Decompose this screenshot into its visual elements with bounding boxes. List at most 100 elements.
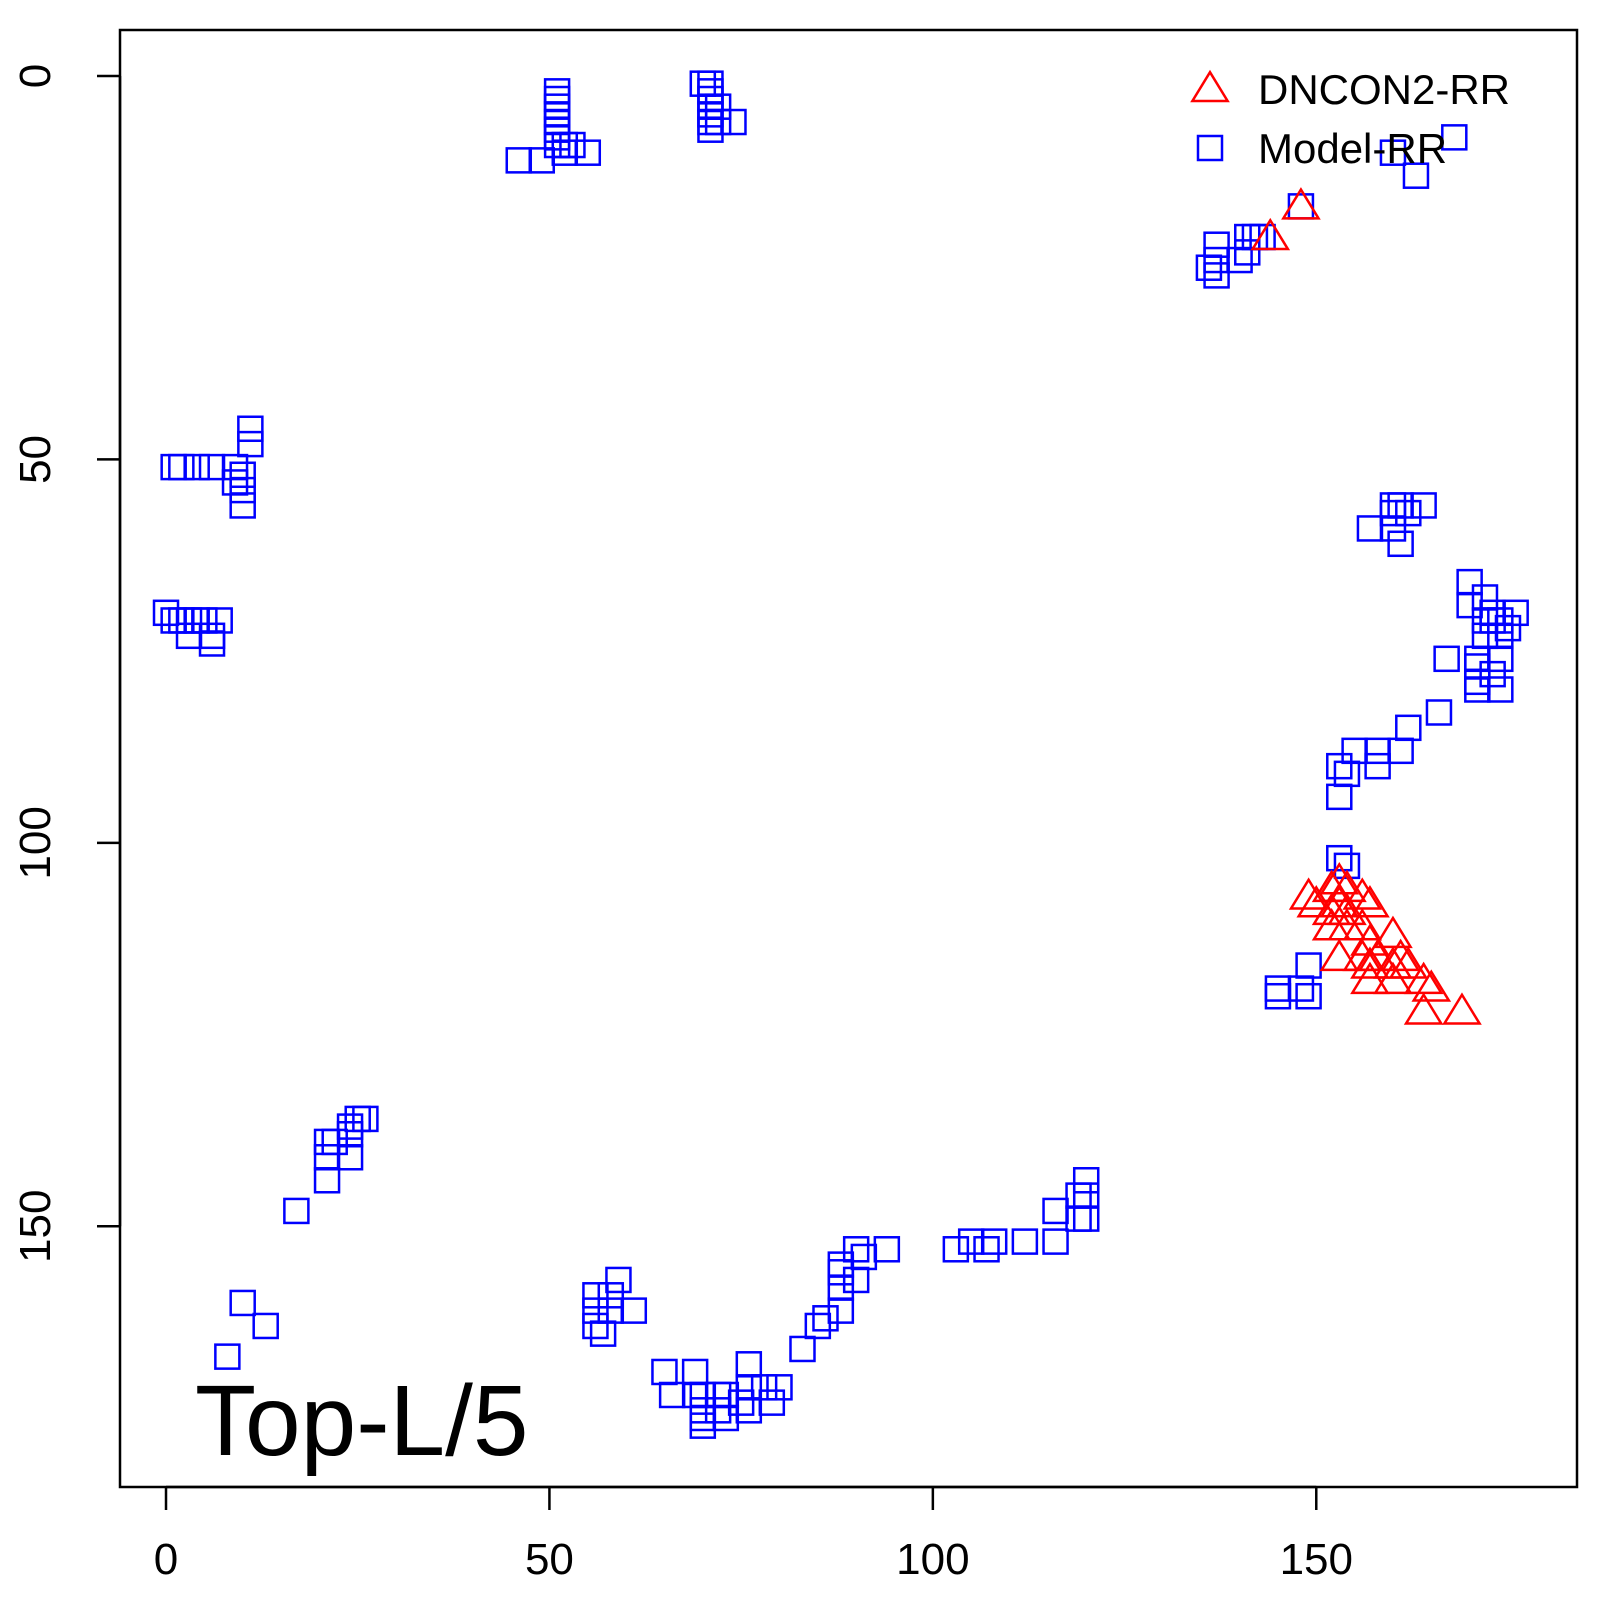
model-rr-point (681, 1381, 709, 1409)
top-l5-annotation: Top-L/5 (195, 1365, 529, 1477)
dncon2-rr-point (1319, 938, 1360, 972)
model-rr-point (1326, 783, 1353, 811)
model-rr-point (543, 108, 571, 136)
model-rr-point (689, 1397, 717, 1424)
y-tick-label: 50 (11, 435, 60, 484)
dncon2-rr-point (1319, 861, 1360, 895)
model-rr-point (1494, 614, 1522, 642)
series-dncon2-rr (1250, 187, 1482, 1025)
model-rr-point (543, 124, 571, 151)
model-rr-point (697, 93, 724, 120)
model-rr-point (229, 492, 256, 519)
model-rr-point (237, 430, 264, 458)
model-rr-point (620, 1297, 648, 1324)
model-rr-point (1264, 982, 1292, 1010)
model-rr-point (827, 1297, 855, 1324)
model-rr-point (697, 78, 724, 105)
model-rr-point (812, 1305, 839, 1332)
model-rr-point (1356, 515, 1384, 542)
model-rr-point (697, 108, 724, 136)
model-rr-point (582, 1312, 609, 1340)
model-rr-point (229, 476, 256, 504)
model-rr-point (942, 1236, 970, 1263)
model-rr-point (704, 108, 732, 136)
y-tick-label: 0 (11, 64, 60, 88)
model-rr-point (1295, 952, 1322, 979)
model-rr-point (689, 1404, 717, 1432)
model-rr-point (214, 1343, 241, 1370)
dncon2-rr-point (1350, 946, 1390, 979)
x-tick-label: 150 (1280, 1535, 1353, 1584)
model-rr-point (873, 1236, 901, 1263)
model-rr-point (543, 78, 571, 105)
model-rr-point (505, 147, 533, 174)
model-rr-point (1379, 499, 1407, 527)
model-rr-point (1379, 492, 1407, 519)
points-layer (152, 70, 1529, 1439)
model-rr-point (321, 1128, 348, 1156)
model-rr-point (1410, 492, 1437, 519)
model-rr-point (168, 607, 195, 634)
model-rr-point (198, 630, 226, 657)
model-rr-point (183, 607, 210, 634)
x-axis: 0 50 100 150 (154, 1485, 1353, 1584)
model-rr-point (336, 1121, 364, 1148)
model-rr-point (750, 1374, 778, 1401)
model-rr-point (582, 1282, 609, 1309)
model-rr-point (1487, 607, 1514, 634)
model-rr-point (1287, 193, 1315, 220)
x-tick-label: 50 (525, 1535, 574, 1584)
model-rr-point (1387, 492, 1414, 519)
model-rr-point (1364, 737, 1391, 765)
model-rr-point (735, 1374, 763, 1401)
dncon2-rr-point (1411, 969, 1452, 1002)
model-rr-point (574, 139, 602, 166)
dncon2-rr-point (1250, 217, 1291, 251)
model-rr-point (697, 116, 724, 143)
model-rr-point (735, 1351, 763, 1378)
model-rr-point (543, 116, 571, 143)
model-rr-point (681, 1358, 709, 1386)
model-rr-point (1203, 231, 1230, 258)
model-rr-point (1487, 622, 1514, 650)
model-rr-point (973, 1236, 1000, 1263)
model-rr-point (1326, 752, 1353, 780)
model-rr-point (313, 1167, 341, 1194)
model-rr-point (175, 607, 203, 634)
model-rr-point (559, 131, 586, 159)
dncon2-rr-point (1442, 992, 1482, 1025)
model-rr-point (543, 85, 571, 113)
model-rr-point (1264, 975, 1292, 1002)
dncon2-rr-point (1350, 961, 1390, 995)
model-rr-point (1464, 653, 1491, 680)
model-rr-point (206, 607, 233, 634)
model-rr-point (1387, 737, 1414, 765)
y-axis: 0 50 100 150 (11, 64, 122, 1263)
model-rr-point (175, 622, 203, 650)
model-rr-point (1379, 139, 1407, 166)
model-rr-point (336, 1113, 364, 1140)
model-rr-point (229, 461, 256, 489)
model-rr-point (658, 1381, 686, 1409)
model-rr-point (689, 1412, 717, 1439)
model-rr-point (651, 1358, 678, 1386)
model-rr-point (766, 1374, 793, 1401)
model-rr-point (704, 1381, 732, 1409)
model-rr-point (980, 1228, 1008, 1255)
x-tick-label: 100 (896, 1535, 969, 1584)
model-rr-point (1441, 124, 1468, 151)
model-rr-point (1042, 1197, 1069, 1225)
model-rr-point (191, 607, 218, 634)
model-rr-point (168, 453, 195, 481)
series-model-rr (152, 70, 1529, 1439)
model-rr-point (589, 1320, 617, 1347)
model-rr-point (1195, 254, 1223, 281)
model-rr-point (1425, 699, 1453, 726)
model-rr-point (704, 1397, 732, 1424)
model-rr-point (1072, 1167, 1100, 1194)
model-rr-point (152, 599, 180, 627)
model-rr-point (1326, 844, 1353, 872)
model-rr-point (605, 1266, 632, 1294)
model-rr-point (1464, 668, 1491, 696)
